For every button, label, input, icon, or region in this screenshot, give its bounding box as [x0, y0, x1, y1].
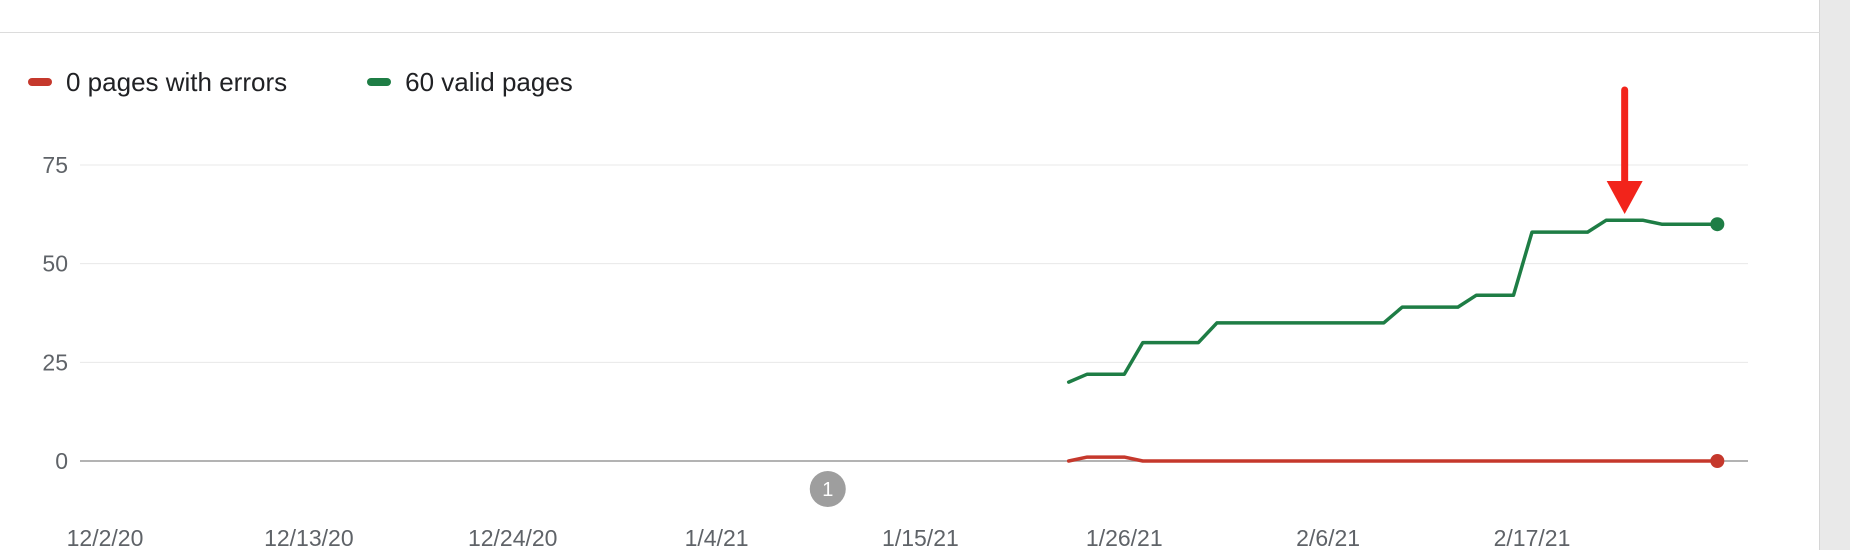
x-tick-label: 12/2/20	[67, 525, 144, 550]
arrow-head-icon	[1606, 181, 1643, 214]
y-tick-label: 75	[42, 152, 68, 178]
y-tick-label: 50	[42, 251, 68, 277]
errors-series-line	[1066, 455, 1720, 463]
x-tick-label: 2/17/21	[1494, 525, 1571, 550]
legend-item-errors[interactable]: 0 pages with errors	[28, 67, 287, 98]
legend-swatch-valid	[367, 78, 392, 86]
legend: 0 pages with errors 60 valid pages	[28, 64, 653, 100]
legend-label-valid: 60 valid pages	[405, 66, 573, 97]
errors-series-endpoint	[1710, 454, 1725, 468]
y-tick-label: 0	[55, 448, 68, 474]
x-tick-label: 1/4/21	[685, 525, 749, 550]
x-tick-label: 2/6/21	[1296, 525, 1360, 550]
valid-series-endpoint	[1710, 217, 1725, 232]
legend-label-errors: 0 pages with errors	[66, 66, 288, 97]
annotation-marker-label: 1	[822, 479, 833, 501]
x-tick-label: 12/24/20	[468, 525, 558, 550]
y-tick-label: 25	[42, 349, 68, 375]
x-tick-label: 1/15/21	[882, 525, 959, 550]
x-tick-label: 1/26/21	[1086, 525, 1163, 550]
legend-item-valid[interactable]: 60 valid pages	[367, 67, 573, 98]
x-tick-label: 12/13/20	[264, 525, 354, 550]
valid-series-line	[1066, 218, 1720, 384]
legend-swatch-errors	[28, 78, 52, 86]
annotation-marker[interactable]	[809, 471, 846, 507]
header-divider	[0, 32, 1820, 33]
